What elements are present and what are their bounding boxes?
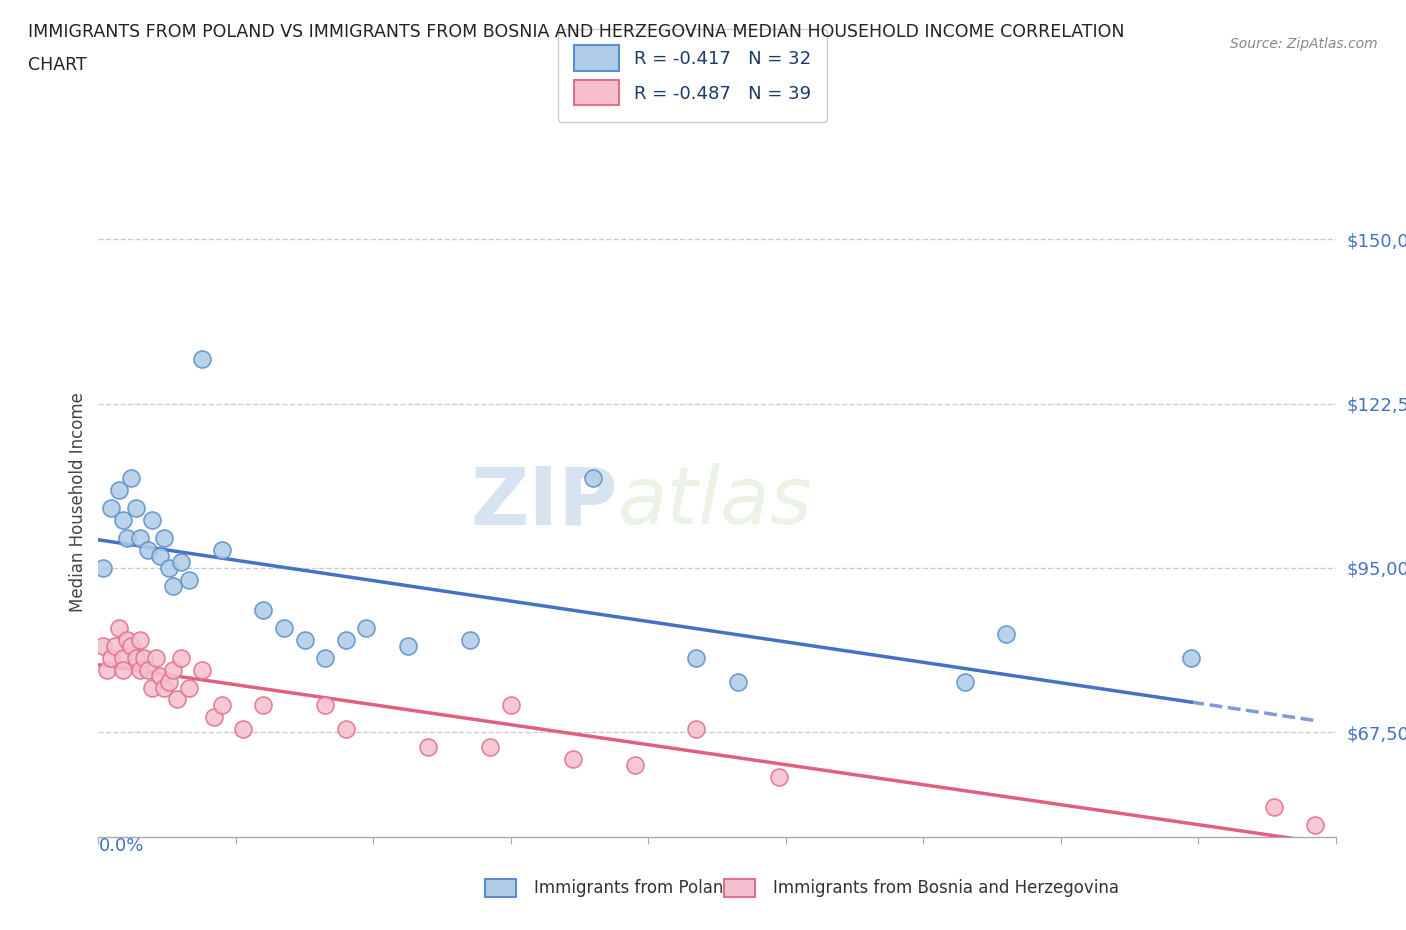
Point bbox=[202, 710, 225, 724]
Point bbox=[153, 531, 176, 546]
Text: Source: ZipAtlas.com: Source: ZipAtlas.com bbox=[1230, 37, 1378, 51]
Text: CHART: CHART bbox=[28, 56, 87, 73]
Point bbox=[162, 662, 184, 677]
Point bbox=[128, 632, 150, 647]
Point bbox=[273, 620, 295, 635]
Point bbox=[1303, 817, 1326, 832]
Point bbox=[232, 722, 254, 737]
Point bbox=[100, 650, 122, 665]
Point bbox=[685, 650, 707, 665]
Point bbox=[356, 620, 378, 635]
Point bbox=[128, 531, 150, 546]
Point bbox=[108, 483, 131, 498]
Point bbox=[179, 573, 201, 588]
Point bbox=[179, 680, 201, 695]
Point bbox=[162, 578, 184, 593]
Point bbox=[994, 626, 1017, 641]
Point bbox=[153, 680, 176, 695]
Point bbox=[117, 632, 139, 647]
Point bbox=[1180, 650, 1202, 665]
Point bbox=[170, 650, 193, 665]
Point bbox=[104, 638, 127, 653]
Point bbox=[561, 751, 583, 766]
Point bbox=[190, 662, 212, 677]
Point bbox=[124, 500, 146, 515]
Point bbox=[157, 674, 180, 689]
Point bbox=[314, 698, 336, 713]
Point bbox=[117, 531, 139, 546]
Point bbox=[458, 632, 481, 647]
Text: 0.0%: 0.0% bbox=[98, 837, 143, 855]
Point bbox=[499, 698, 522, 713]
Point bbox=[314, 650, 336, 665]
Point bbox=[1263, 800, 1285, 815]
Point bbox=[335, 722, 357, 737]
Text: Immigrants from Bosnia and Herzegovina: Immigrants from Bosnia and Herzegovina bbox=[773, 879, 1119, 897]
Point bbox=[112, 662, 135, 677]
Point bbox=[112, 650, 135, 665]
Point bbox=[128, 662, 150, 677]
Point bbox=[768, 770, 790, 785]
Legend: R = -0.417   N = 32, R = -0.487   N = 39: R = -0.417 N = 32, R = -0.487 N = 39 bbox=[558, 29, 827, 122]
Point bbox=[91, 561, 114, 576]
Point bbox=[96, 662, 118, 677]
Point bbox=[252, 698, 274, 713]
Point bbox=[685, 722, 707, 737]
Point bbox=[91, 638, 114, 653]
Point bbox=[335, 632, 357, 647]
Point bbox=[479, 740, 502, 755]
Point bbox=[145, 650, 167, 665]
Point bbox=[108, 620, 131, 635]
Point bbox=[582, 471, 605, 485]
Point bbox=[136, 662, 159, 677]
Point bbox=[124, 650, 146, 665]
Point bbox=[170, 554, 193, 569]
Point bbox=[157, 561, 180, 576]
Point bbox=[149, 549, 172, 564]
Point bbox=[149, 668, 172, 683]
Point bbox=[132, 650, 155, 665]
Point bbox=[727, 674, 749, 689]
Point bbox=[112, 512, 135, 527]
Point bbox=[120, 638, 142, 653]
Y-axis label: Median Household Income: Median Household Income bbox=[69, 392, 87, 612]
Point bbox=[211, 698, 233, 713]
Text: IMMIGRANTS FROM POLAND VS IMMIGRANTS FROM BOSNIA AND HERZEGOVINA MEDIAN HOUSEHOL: IMMIGRANTS FROM POLAND VS IMMIGRANTS FRO… bbox=[28, 23, 1125, 41]
Text: ZIP: ZIP bbox=[471, 463, 619, 541]
Text: atlas: atlas bbox=[619, 463, 813, 541]
Point bbox=[953, 674, 976, 689]
Point bbox=[396, 638, 419, 653]
Point bbox=[120, 471, 142, 485]
Point bbox=[100, 500, 122, 515]
Point bbox=[141, 680, 163, 695]
Point bbox=[141, 512, 163, 527]
Point bbox=[166, 692, 188, 707]
Point bbox=[623, 758, 645, 773]
Text: Immigrants from Poland: Immigrants from Poland bbox=[534, 879, 734, 897]
Point bbox=[190, 352, 212, 366]
Point bbox=[294, 632, 316, 647]
Point bbox=[136, 542, 159, 557]
Point bbox=[211, 542, 233, 557]
Point bbox=[252, 603, 274, 618]
Point bbox=[418, 740, 440, 755]
